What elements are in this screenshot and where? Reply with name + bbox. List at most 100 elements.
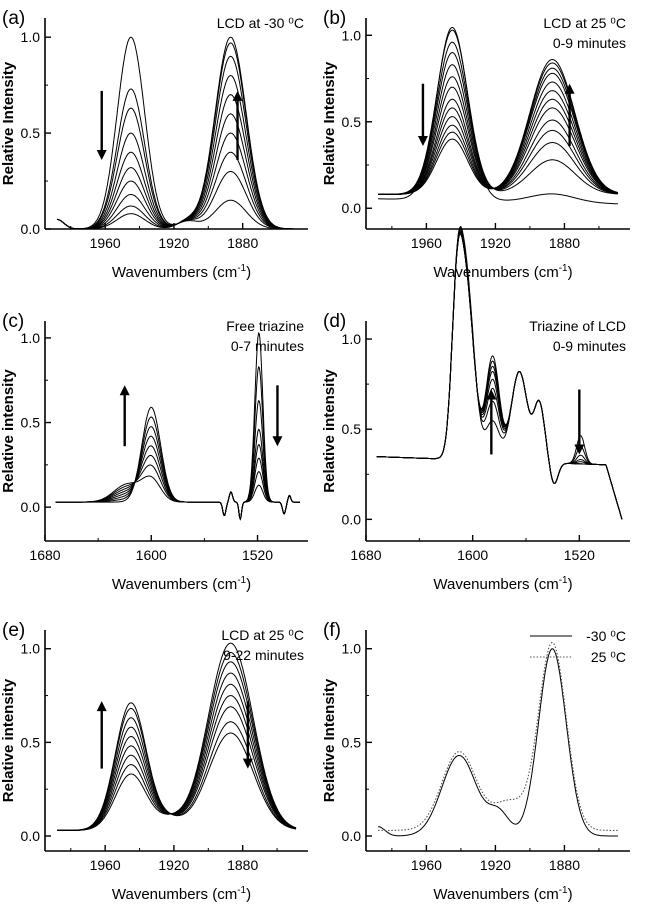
x-axis-label: Wavenumbers (cm-1) bbox=[112, 263, 251, 281]
chart-panel-4: 0.0 0.5 1.0 1960 1920 1880 (e) Relative intensi… bbox=[0, 620, 308, 903]
x-axis-label-sup: -1 bbox=[237, 575, 246, 586]
y-axis-label: Relative intensity bbox=[0, 678, 17, 802]
y-tick-label: 0.5 bbox=[21, 125, 41, 141]
arrow-down-head bbox=[417, 135, 428, 146]
chart-panel-0: 0.0 0.5 1.0 1960 1920 1880 (a) Relative Intensi… bbox=[0, 8, 308, 281]
arrow-down-head bbox=[574, 444, 585, 455]
series-line-10 bbox=[378, 67, 618, 195]
panel-label: (a) bbox=[2, 8, 25, 29]
y-tick-label: 1.0 bbox=[342, 331, 362, 347]
chart-panel-2: 0.0 0.5 1.0 1680 1600 1520 (c) Relative intensi… bbox=[0, 311, 308, 593]
annotation-line-1: 0-9 minutes bbox=[553, 35, 626, 51]
y-tick-label: 0.5 bbox=[342, 114, 362, 130]
annotation-line-1: 0-7 minutes bbox=[231, 338, 304, 354]
series-line-4 bbox=[378, 64, 618, 195]
x-tick-label: 1520 bbox=[242, 547, 273, 563]
annotation-line-1: 0-9 minutes bbox=[553, 338, 626, 354]
x-tick-label: 1960 bbox=[90, 857, 121, 873]
x-axis-label-main: Wavenumbers (cm bbox=[112, 886, 237, 903]
x-axis-label: Wavenumbers (cm-1) bbox=[112, 575, 251, 593]
arrow-up-head bbox=[564, 83, 575, 94]
arrow-up-head bbox=[486, 389, 497, 400]
y-tick-label: 1.0 bbox=[342, 27, 362, 43]
x-tick-label: 1880 bbox=[227, 857, 258, 873]
series-line-1 bbox=[378, 641, 618, 831]
series-line-1 bbox=[57, 652, 297, 831]
arrow-down-head bbox=[272, 436, 283, 447]
x-tick-label: 1600 bbox=[457, 547, 488, 563]
y-tick-label: 0.0 bbox=[21, 221, 41, 237]
y-tick-label: 0.0 bbox=[342, 828, 362, 844]
arrow-up-head bbox=[119, 385, 130, 396]
y-tick-label: 0.5 bbox=[342, 734, 362, 750]
x-axis-label-main: Wavenumbers (cm bbox=[433, 886, 558, 903]
x-tick-label: 1960 bbox=[411, 235, 442, 251]
series-line-2 bbox=[378, 41, 618, 195]
x-axis-label-main: Wavenumbers (cm bbox=[433, 264, 558, 281]
x-axis-label-main: Wavenumbers (cm bbox=[112, 264, 237, 281]
x-tick-label: 1960 bbox=[90, 235, 121, 251]
x-tick-label: 1920 bbox=[480, 235, 511, 251]
x-tick-label: 1920 bbox=[158, 235, 189, 251]
y-tick-label: 0.5 bbox=[21, 734, 41, 750]
y-axis-label: Relative Intensity bbox=[321, 61, 338, 185]
x-axis-label-end: ) bbox=[568, 576, 573, 593]
x-axis-label-sup: -1 bbox=[559, 575, 568, 586]
y-tick-label: 0.5 bbox=[342, 421, 362, 437]
y-axis-label: Relative intensity bbox=[0, 369, 17, 493]
x-axis-label-end: ) bbox=[246, 264, 251, 281]
arrow-up-head bbox=[232, 90, 243, 101]
y-tick-label: 1.0 bbox=[21, 641, 41, 657]
y-tick-label: 0.0 bbox=[342, 511, 362, 527]
x-axis-label-sup: -1 bbox=[237, 885, 246, 896]
panel-label: (c) bbox=[2, 311, 24, 332]
x-tick-label: 1600 bbox=[136, 547, 167, 563]
series-line-9 bbox=[56, 36, 296, 230]
y-tick-label: 0.0 bbox=[21, 828, 41, 844]
x-tick-label: 1880 bbox=[549, 857, 580, 873]
panel-label: (b) bbox=[323, 8, 346, 29]
panel-label: (d) bbox=[323, 311, 346, 332]
series-line-8 bbox=[57, 702, 297, 831]
x-axis-label: Wavenumbers (cm-1) bbox=[433, 575, 572, 593]
x-tick-label: 1920 bbox=[480, 857, 511, 873]
annotation-line-1: 9-22 minutes bbox=[223, 647, 304, 663]
series-line-0 bbox=[57, 642, 297, 831]
x-tick-label: 1520 bbox=[564, 547, 595, 563]
annotation-line-0: LCD at 25 ⁰C bbox=[543, 15, 626, 31]
series-line-9 bbox=[378, 72, 618, 195]
x-axis-label-main: Wavenumbers (cm bbox=[112, 576, 237, 593]
panel-label: (e) bbox=[2, 620, 25, 641]
x-axis-label-sup: -1 bbox=[237, 263, 246, 274]
chart-panel-1: 0.0 0.5 1.0 1960 1920 1880 (b) Relative Intensi… bbox=[321, 8, 630, 281]
x-tick-label: 1880 bbox=[227, 235, 258, 251]
x-axis-label-end: ) bbox=[246, 576, 251, 593]
series-line-4 bbox=[56, 113, 296, 230]
series-line-3 bbox=[56, 132, 296, 230]
chart-panel-3: 0.0 0.5 1.0 1680 1600 1520 (d) Relative intensi… bbox=[321, 226, 630, 593]
series-line-5 bbox=[56, 94, 296, 230]
series-line-0 bbox=[378, 27, 618, 205]
series-line-1 bbox=[378, 29, 618, 195]
x-axis-label: Wavenumbers (cm-1) bbox=[112, 885, 251, 903]
legend-entry-0: -30 ⁰C bbox=[586, 628, 626, 644]
y-axis-label: Relative Intensity bbox=[0, 61, 17, 185]
series-line-7 bbox=[55, 331, 300, 521]
legend-entry-1: 25 ⁰C bbox=[591, 649, 626, 665]
annotation-line-0: Triazine of LCD bbox=[529, 318, 626, 334]
panel-label: (f) bbox=[323, 620, 341, 641]
y-axis-label: Relative Intensity bbox=[321, 678, 338, 802]
chart-panel-5: 0.0 0.5 1.0 1960 1920 1880 (f) Relative Intensi… bbox=[321, 620, 630, 903]
x-tick-label: 1960 bbox=[411, 857, 442, 873]
series-line-0 bbox=[378, 648, 618, 837]
y-tick-label: 1.0 bbox=[21, 29, 41, 45]
annotation-line-0: LCD at 25 ⁰C bbox=[221, 627, 304, 643]
x-tick-label: 1680 bbox=[350, 547, 381, 563]
y-tick-label: 0.5 bbox=[21, 415, 41, 431]
series-line-2 bbox=[57, 661, 297, 831]
x-axis-label-sup: -1 bbox=[559, 885, 568, 896]
arrow-down-head bbox=[242, 758, 253, 769]
y-axis-label: Relative intensity bbox=[321, 369, 338, 493]
x-axis-label-sup: -1 bbox=[559, 263, 568, 274]
y-tick-label: 1.0 bbox=[342, 641, 362, 657]
